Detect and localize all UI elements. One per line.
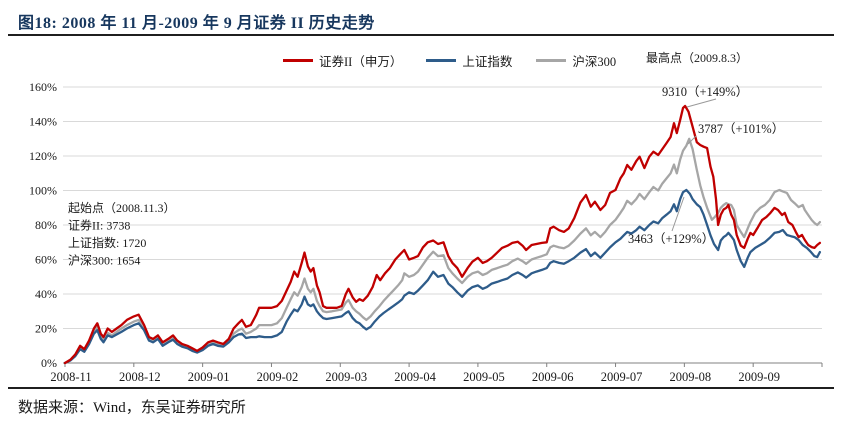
legend-item-securities-ii: 证券II（申万）	[283, 51, 402, 70]
x-tick-label: 2009-02	[257, 370, 299, 384]
x-tick-label: 2009-07	[601, 370, 643, 384]
series-line-sse-composite	[63, 188, 822, 365]
x-tick-label: 2009-08	[670, 370, 712, 384]
legend-item-csi300: 沪深300	[536, 51, 616, 70]
annotation-leader-line	[687, 135, 697, 145]
figure-title: 图18: 2008 年 11 月-2009 年 9 月证券 II 历史走势	[18, 15, 375, 32]
legend-swatch-csi300	[536, 59, 567, 62]
annotation-start-note-line: 起始点（2008.11.3）	[68, 201, 176, 215]
legend-item-sse-composite: 上证指数	[426, 51, 512, 70]
y-tick-label: 20%	[35, 322, 57, 336]
legend-label-csi300: 沪深300	[572, 55, 617, 69]
data-source-note: 数据来源：Wind，东吴证券研究所	[18, 400, 246, 416]
legend-label-securities-ii: 证券II（申万）	[319, 55, 403, 69]
y-tick-label: 160%	[29, 80, 57, 94]
x-tick-label: 2008-11	[50, 370, 91, 384]
annotation-leader-line	[671, 196, 685, 232]
x-tick-label: 2009-05	[463, 370, 505, 384]
footer-divider	[8, 387, 834, 389]
annotation-peak-date: 最高点（2009.8.3）	[646, 50, 748, 65]
chart-legend: 证券II（申万） 上证指数 沪深300	[283, 51, 616, 70]
annotation-start-note-line: 上证指数: 1720	[68, 235, 146, 250]
series-line-csi300	[63, 137, 822, 365]
y-tick-label: 40%	[35, 287, 57, 301]
legend-swatch-securities-ii	[283, 59, 313, 62]
annotation-leader-line	[686, 98, 717, 108]
x-tick-label: 2009-09	[738, 370, 780, 384]
series-line-securities-ii	[63, 104, 822, 365]
x-tick-label: 2009-04	[394, 370, 436, 384]
y-tick-label: 60%	[35, 253, 57, 267]
annotation-callout: 9310（+149%）	[662, 85, 748, 99]
annotation-callout: 3787（+101%）	[698, 122, 784, 136]
y-tick-label: 120%	[29, 149, 57, 163]
y-tick-label: 100%	[29, 184, 57, 198]
annotation-callout: 3463（+129%）	[628, 232, 714, 246]
annotation-start-note-line: 证券II: 3738	[68, 218, 130, 233]
x-tick-label: 2009-01	[188, 370, 230, 384]
annotation-start-note-line: 沪深300: 1654	[68, 254, 140, 268]
x-tick-label: 2009-06	[532, 370, 574, 384]
y-tick-label: 80%	[35, 218, 57, 232]
legend-label-sse-composite: 上证指数	[462, 55, 513, 69]
title-divider	[8, 34, 834, 36]
legend-swatch-sse-composite	[426, 59, 457, 62]
x-tick-label: 2008-12	[119, 370, 161, 384]
x-tick-label: 2009-03	[325, 370, 367, 384]
y-tick-label: 140%	[29, 115, 57, 129]
y-tick-label: 0%	[41, 356, 57, 370]
